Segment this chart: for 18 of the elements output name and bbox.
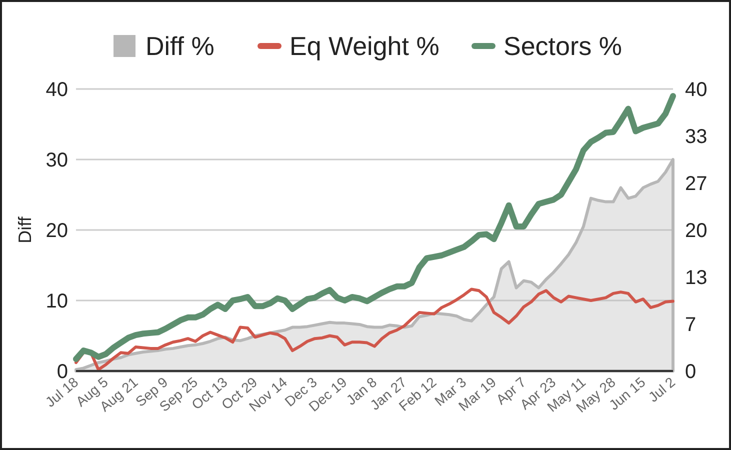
y2-tick-label: 40	[685, 79, 708, 101]
y2-tick-label: 27	[685, 172, 708, 195]
y2-tick-label: 33	[685, 126, 708, 148]
y-tick-label: 0	[56, 361, 68, 383]
y-tick-label: 40	[46, 79, 68, 101]
y2-tick-label: 20	[685, 220, 708, 242]
y2-tick-label: 7	[685, 314, 696, 336]
y-tick-label: 20	[46, 220, 68, 242]
y2-tick-label: 13	[685, 267, 708, 290]
y-tick-label: 30	[46, 150, 68, 172]
line-series	[74, 288, 674, 372]
legend-label: Sectors %	[504, 31, 622, 62]
y-tick-label: 10	[46, 290, 68, 312]
x-tick-label: Jul 2	[645, 374, 678, 406]
legend-label: Diff %	[146, 31, 214, 62]
legend-label: Eq Weight %	[290, 31, 440, 62]
y2-tick-label: 0	[685, 361, 696, 383]
y-axis-title: Diff	[15, 216, 35, 244]
